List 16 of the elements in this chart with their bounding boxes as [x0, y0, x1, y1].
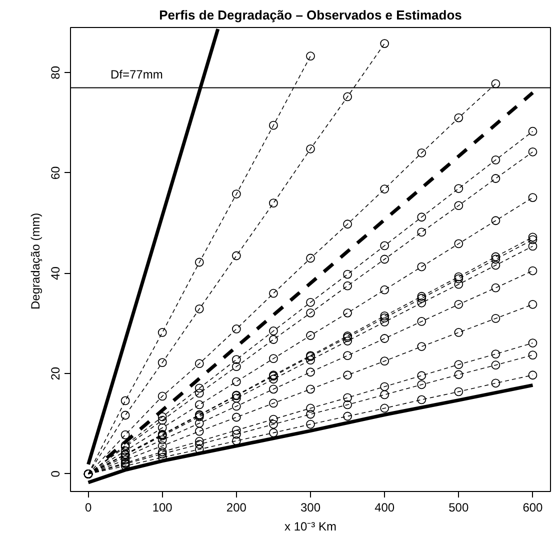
x-tick-label: 600	[522, 500, 544, 514]
ref-line-label: Df=77mm	[110, 68, 163, 82]
y-tick-label: 60	[48, 166, 62, 180]
x-tick-label: 300	[300, 500, 321, 514]
x-tick-label: 400	[374, 500, 395, 514]
x-tick-label: 200	[226, 500, 247, 514]
y-tick-label: 80	[48, 66, 62, 80]
y-axis-title: Degradação (mm)	[28, 212, 42, 310]
y-tick-label: 40	[48, 266, 62, 280]
y-tick-label: 20	[48, 366, 62, 380]
y-tick-label: 0	[48, 470, 62, 478]
x-tick-label: 100	[152, 500, 173, 514]
x-tick-label: 500	[448, 500, 469, 514]
x-tick-label: 0	[84, 500, 92, 514]
chart-title: Perfis de Degradação – Observados e Estimados	[159, 8, 462, 22]
x-axis-title: x 10⁻³ Km	[284, 520, 337, 534]
